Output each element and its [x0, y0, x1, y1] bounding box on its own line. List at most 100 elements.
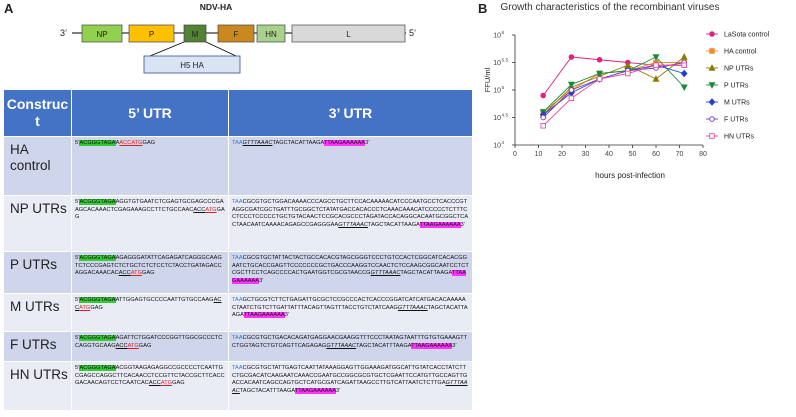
- utr-table: Construct 5’ UTR 3’ UTR HA control 5’ACGG…: [3, 89, 473, 411]
- construct-name: HA control: [3, 136, 72, 196]
- gene-box-p: P: [128, 24, 175, 43]
- construct-name: NP UTRs: [3, 195, 72, 252]
- construct-name: HN UTRs: [3, 361, 72, 411]
- utr3-sequence: TAACGCGTGCTATTACTACTGCCACACGTAGCGGGTCCCT…: [232, 255, 469, 285]
- gene-label: M: [192, 30, 199, 39]
- x-tick-label: 80: [699, 151, 707, 158]
- table-row: HN UTRs 5’ACGGGTAGAACGGTAAGAGAGGCCGCCCCTC…: [3, 361, 473, 411]
- y-tick-exponent: 5.5: [502, 58, 509, 64]
- series-line: [542, 56, 685, 113]
- sequence-segment: TAGCTACATTTAAGA: [356, 342, 412, 349]
- sequence-segment: 5’: [75, 335, 80, 341]
- legend-label: NP UTRs: [724, 66, 754, 73]
- data-point: [540, 114, 546, 121]
- sequence-segment: ATG: [205, 206, 217, 213]
- construct-name: P UTRs: [3, 251, 72, 294]
- legend-marker: [709, 116, 715, 122]
- sequence-segment: ACC: [148, 380, 161, 387]
- sequence-segment: CGCGTGCTGGACAAAACCCAGCCTGCTTCCACAAAAACAT…: [232, 199, 469, 228]
- sequence-segment: ATG: [127, 342, 139, 349]
- gene-box-np: NP: [81, 24, 123, 43]
- x-tick-label: 60: [652, 151, 660, 158]
- sequence-segment: ATG: [130, 270, 142, 277]
- x-tick-label: 0: [513, 151, 517, 158]
- data-point: [681, 62, 687, 69]
- panel-b-letter: B: [478, 1, 488, 16]
- gene-box-m: M: [183, 24, 207, 43]
- sequence-segment: GTTTAAAC: [397, 304, 428, 311]
- y-tick-exponent: 4.5: [502, 113, 509, 119]
- data-point: [596, 57, 603, 63]
- gene-box-l: L: [291, 24, 406, 43]
- utr5-sequence: 5’ACGGGTAGAAGATTCTGGATCCCGGTTGGCGCCCTCCA…: [75, 335, 225, 350]
- insert-box: [143, 55, 241, 74]
- sequence-segment: TTAAGAAAAAA: [411, 342, 453, 349]
- utr5-sequence-cell: 5’ACGGGTAGAATTGGAGTGCCCCAATTGTGCCAAGACCA…: [71, 293, 229, 332]
- sequence-segment: TTAAGAAAAAA: [294, 387, 336, 394]
- sequence-segment: CGCGTGCTGACACAGATGAGGAACGAAGGTTTCCCTAATA…: [232, 335, 468, 349]
- genome-end-right: 5’: [409, 28, 416, 38]
- data-point: [680, 84, 688, 92]
- sequence-segment: ACGGGTAGA: [79, 140, 116, 146]
- growth-chart: Growth characteristics of the recombinan…: [483, 2, 770, 180]
- chart-xlabel: hours post-infection: [595, 171, 665, 180]
- sequence-segment: GAG: [90, 304, 103, 311]
- y-tick-exponent: 4: [502, 140, 505, 146]
- table-row: NP UTRs 5’ACGGGTAGAAGGTGTGAATCTCGAGTGCGAG…: [3, 195, 473, 252]
- series-line: [542, 62, 685, 118]
- sequence-segment: GTTTAAAC: [338, 221, 369, 228]
- utr5-sequence-cell: 5’ACGGGTAGAAGAGGGATATTCAGAGATCAGGGCAAGTC…: [71, 251, 229, 294]
- y-tick-label: 10: [493, 60, 501, 67]
- utr5-sequence-cell: 5’ACGGGTAGAAACCATGGAG: [71, 136, 229, 196]
- gene-label: L: [346, 30, 351, 39]
- legend-label: HN UTRs: [724, 134, 754, 141]
- legend-item: HA control: [706, 48, 757, 56]
- sequence-segment: TAA: [232, 140, 243, 146]
- legend-item: P UTRs: [706, 82, 749, 90]
- sequence-segment: ACGGGTAGA: [79, 199, 116, 205]
- data-point: [568, 95, 575, 101]
- sequence-segment: GAG: [142, 140, 156, 146]
- legend-marker: [709, 133, 715, 139]
- legend-item: NP UTRs: [706, 64, 754, 73]
- y-tick-exponent: 6: [502, 30, 505, 36]
- sequence-segment: GTTTAAAC: [242, 140, 273, 146]
- legend-marker: [709, 31, 715, 37]
- data-point: [568, 54, 575, 60]
- legend-marker: [709, 48, 715, 54]
- utr3-sequence: TAACGCGTGCTGACACAGATGAGGAACGAAGGTTTCCCTA…: [232, 335, 469, 350]
- sequence-segment: 3’: [452, 342, 457, 349]
- panel-a-letter: A: [4, 1, 14, 16]
- sequence-segment: TTAAGAAAAAA: [419, 221, 461, 228]
- legend-item: M UTRs: [706, 98, 750, 107]
- x-tick-label: 70: [676, 151, 684, 158]
- y-tick-label: 10: [493, 115, 501, 122]
- sequence-segment: TTAAGAAAAAA: [243, 312, 285, 319]
- series-line: [542, 64, 685, 127]
- chart-title: Growth characteristics of the recombinan…: [501, 2, 720, 13]
- legend-label: HA control: [724, 49, 757, 56]
- utr5-sequence: 5’ACGGGTAGAACGGTAAGAGAGGCCGCCCCTCAATTGCG…: [75, 365, 225, 388]
- gene-box-hn: HN: [256, 24, 286, 43]
- sequence-segment: ACC: [119, 140, 132, 146]
- x-tick-label: 50: [629, 151, 637, 158]
- y-tick-exponent: 5: [502, 85, 505, 91]
- series-hn-utrs: [540, 62, 687, 129]
- sequence-segment: GAG: [75, 206, 225, 221]
- series-p-utrs: [539, 54, 688, 116]
- header-utr3: 3’ UTR: [228, 89, 473, 137]
- y-tick-label: 10: [493, 33, 501, 40]
- data-point: [596, 70, 604, 78]
- legend-marker: [708, 98, 716, 106]
- sequence-segment: 5’: [75, 199, 80, 205]
- table-row: F UTRs 5’ACGGGTAGAAGATTCTGGATCCCGGTTGGCGC…: [3, 331, 473, 362]
- sequence-segment: AGATTCTGGATCCCGGTTGGCGCCCTCCAGGTGCAAG: [75, 335, 223, 349]
- sequence-segment: GTTTAAAC: [370, 270, 401, 277]
- sequence-segment: GAG: [172, 380, 185, 387]
- sequence-segment: 5’: [75, 255, 80, 261]
- sequence-segment: ACC: [115, 342, 128, 349]
- legend-label: P UTRs: [724, 83, 749, 90]
- data-point: [652, 75, 660, 82]
- sequence-segment: A: [115, 140, 120, 146]
- genome-diagram: NDV-HA 3’ 5’ NP P M F HN L H5 HA: [60, 2, 416, 74]
